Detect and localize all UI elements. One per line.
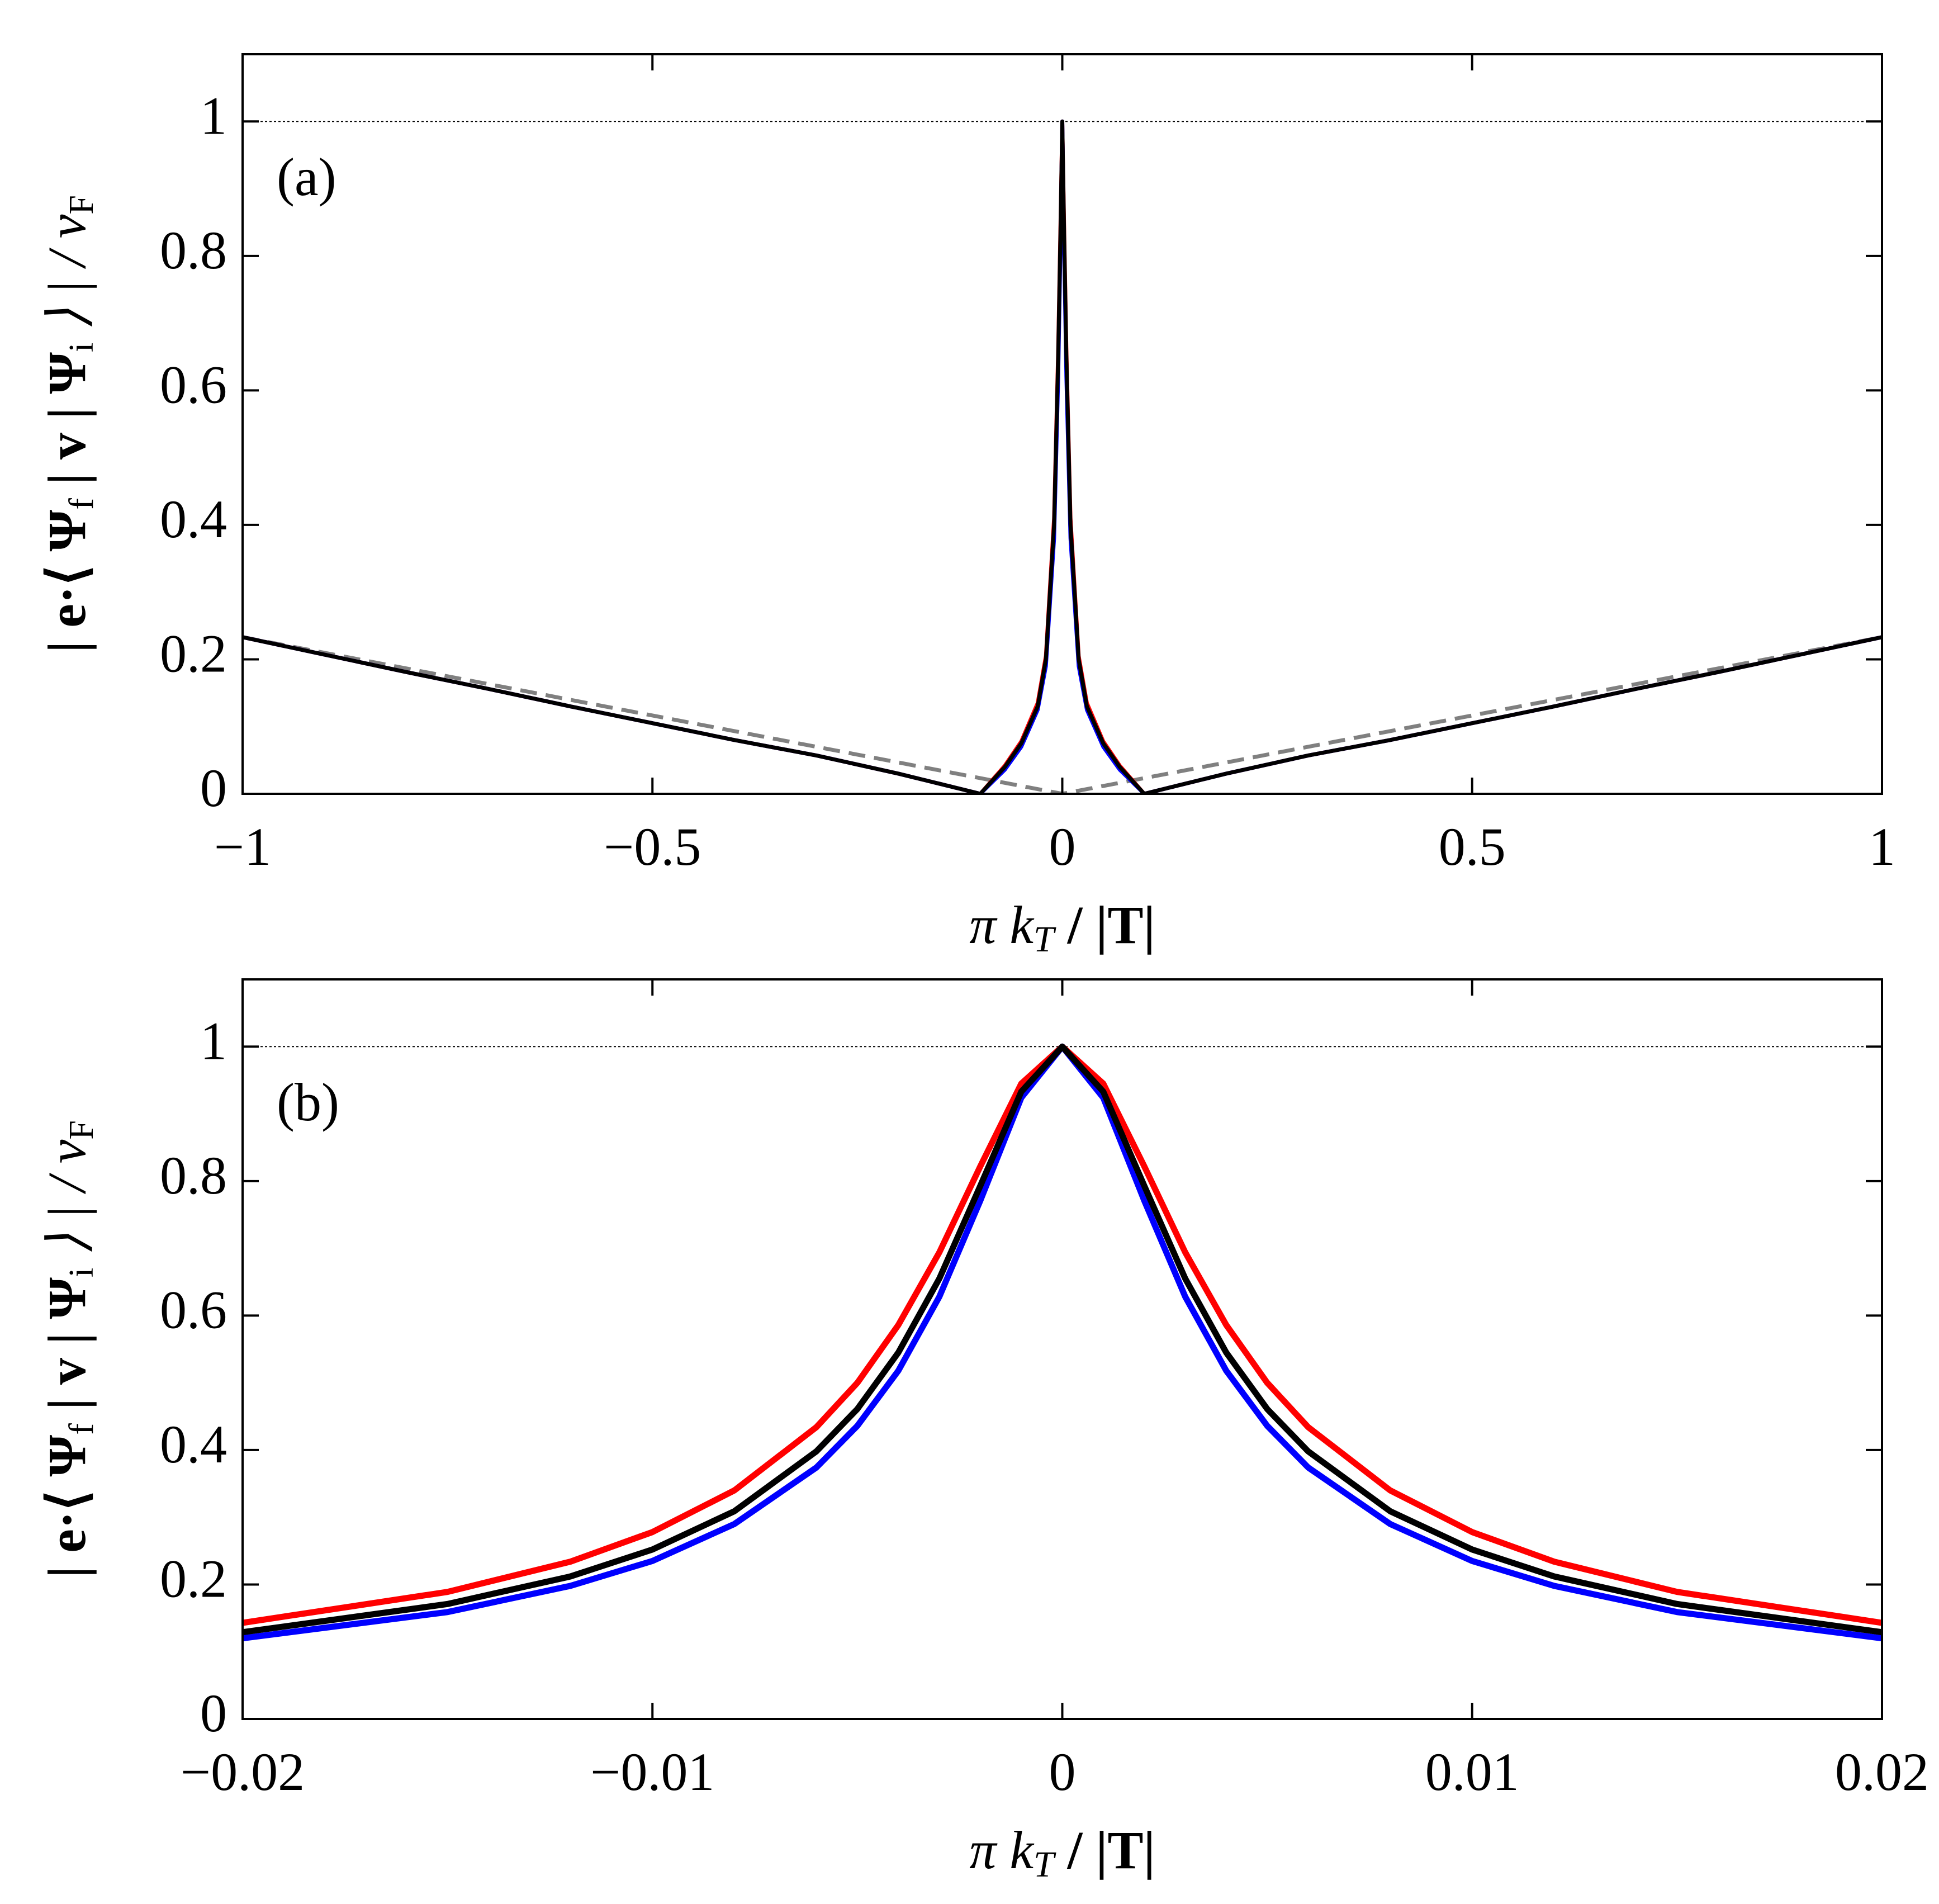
y-tick-label: 0.2 (160, 623, 227, 683)
y-axis-label-part: i (63, 1268, 101, 1277)
x-tick-label: 0.02 (1835, 1742, 1929, 1802)
y-axis-label-part: | e·⟨ Ψ (37, 510, 97, 653)
series-line (243, 1043, 1882, 1642)
x-axis-label-part: T (1033, 1844, 1056, 1885)
x-tick-label: −1 (214, 817, 271, 877)
y-axis-label-part: i (63, 343, 101, 352)
x-axis-label-part: π k (969, 1820, 1035, 1880)
y-tick-label: 0 (200, 758, 227, 818)
series-line (243, 1043, 1882, 1636)
x-axis-label-part: / |T| (1054, 895, 1155, 955)
y-tick-label: 0 (200, 1683, 227, 1743)
y-axis-label-part: F (63, 195, 101, 214)
y-tick-label: 0.8 (160, 1145, 227, 1205)
y-axis-label-part: | e·⟨ Ψ (37, 1435, 97, 1578)
series-line (243, 1043, 1882, 1626)
x-tick-label: 0 (1049, 817, 1076, 877)
y-tick-label: 0.6 (160, 1280, 227, 1339)
x-tick-label: 0 (1049, 1742, 1076, 1802)
y-axis-label: | e·⟨ Ψf | v | Ψi ⟩ | / vF (37, 195, 101, 653)
x-tick-label: 1 (1869, 817, 1895, 877)
y-tick-label: 1 (200, 86, 227, 145)
panel: −0.02 −0.01 0 0.01 0.02 0 0.2 0.4 0.6 0.8 1 (b) π kT… (37, 978, 1929, 1885)
y-axis-label-part: ⟩ | / v (37, 1139, 97, 1268)
x-tick-label: −0.5 (604, 817, 701, 877)
x-axis-label: π kT / |T| (969, 895, 1155, 960)
panel: −1 −0.5 0 0.5 1 0 0.2 0.4 0.6 0.8 1 (a) π kT / |T| | … (37, 53, 1895, 960)
x-tick-label: 0.5 (1439, 817, 1506, 877)
x-axis-label: π kT / |T| (969, 1820, 1155, 1885)
series-line (243, 635, 1882, 794)
y-axis-label-part: | v | Ψ (37, 352, 97, 498)
y-tick-label: 0.6 (160, 354, 227, 414)
x-axis-label-part: T (1033, 919, 1056, 960)
x-tick-label: 0.01 (1425, 1742, 1519, 1802)
x-tick-label: −0.02 (181, 1742, 305, 1802)
y-axis-label-part: | v | Ψ (37, 1277, 97, 1423)
y-axis-label: | e·⟨ Ψf | v | Ψi ⟩ | / vF (37, 1120, 101, 1578)
y-tick-label: 0.2 (160, 1548, 227, 1608)
panel-label: (a) (277, 147, 336, 207)
y-tick-label: 1 (200, 1011, 227, 1071)
series-line (243, 119, 1882, 794)
plot-frame (241, 978, 1883, 1720)
y-tick-label: 0.4 (160, 1414, 227, 1474)
x-axis-label-part: π k (969, 895, 1035, 955)
y-axis-label-part: F (63, 1120, 101, 1139)
y-axis-label-part: f (63, 1423, 101, 1435)
y-axis-label-part: f (63, 498, 101, 510)
x-tick-label: −0.01 (590, 1742, 714, 1802)
y-tick-label: 0.8 (160, 220, 227, 280)
x-axis-label-part: / |T| (1054, 1820, 1155, 1880)
y-axis-label-part: ⟩ | / v (37, 214, 97, 343)
y-tick-label: 0.4 (160, 489, 227, 549)
panel-label: (b) (277, 1072, 339, 1132)
